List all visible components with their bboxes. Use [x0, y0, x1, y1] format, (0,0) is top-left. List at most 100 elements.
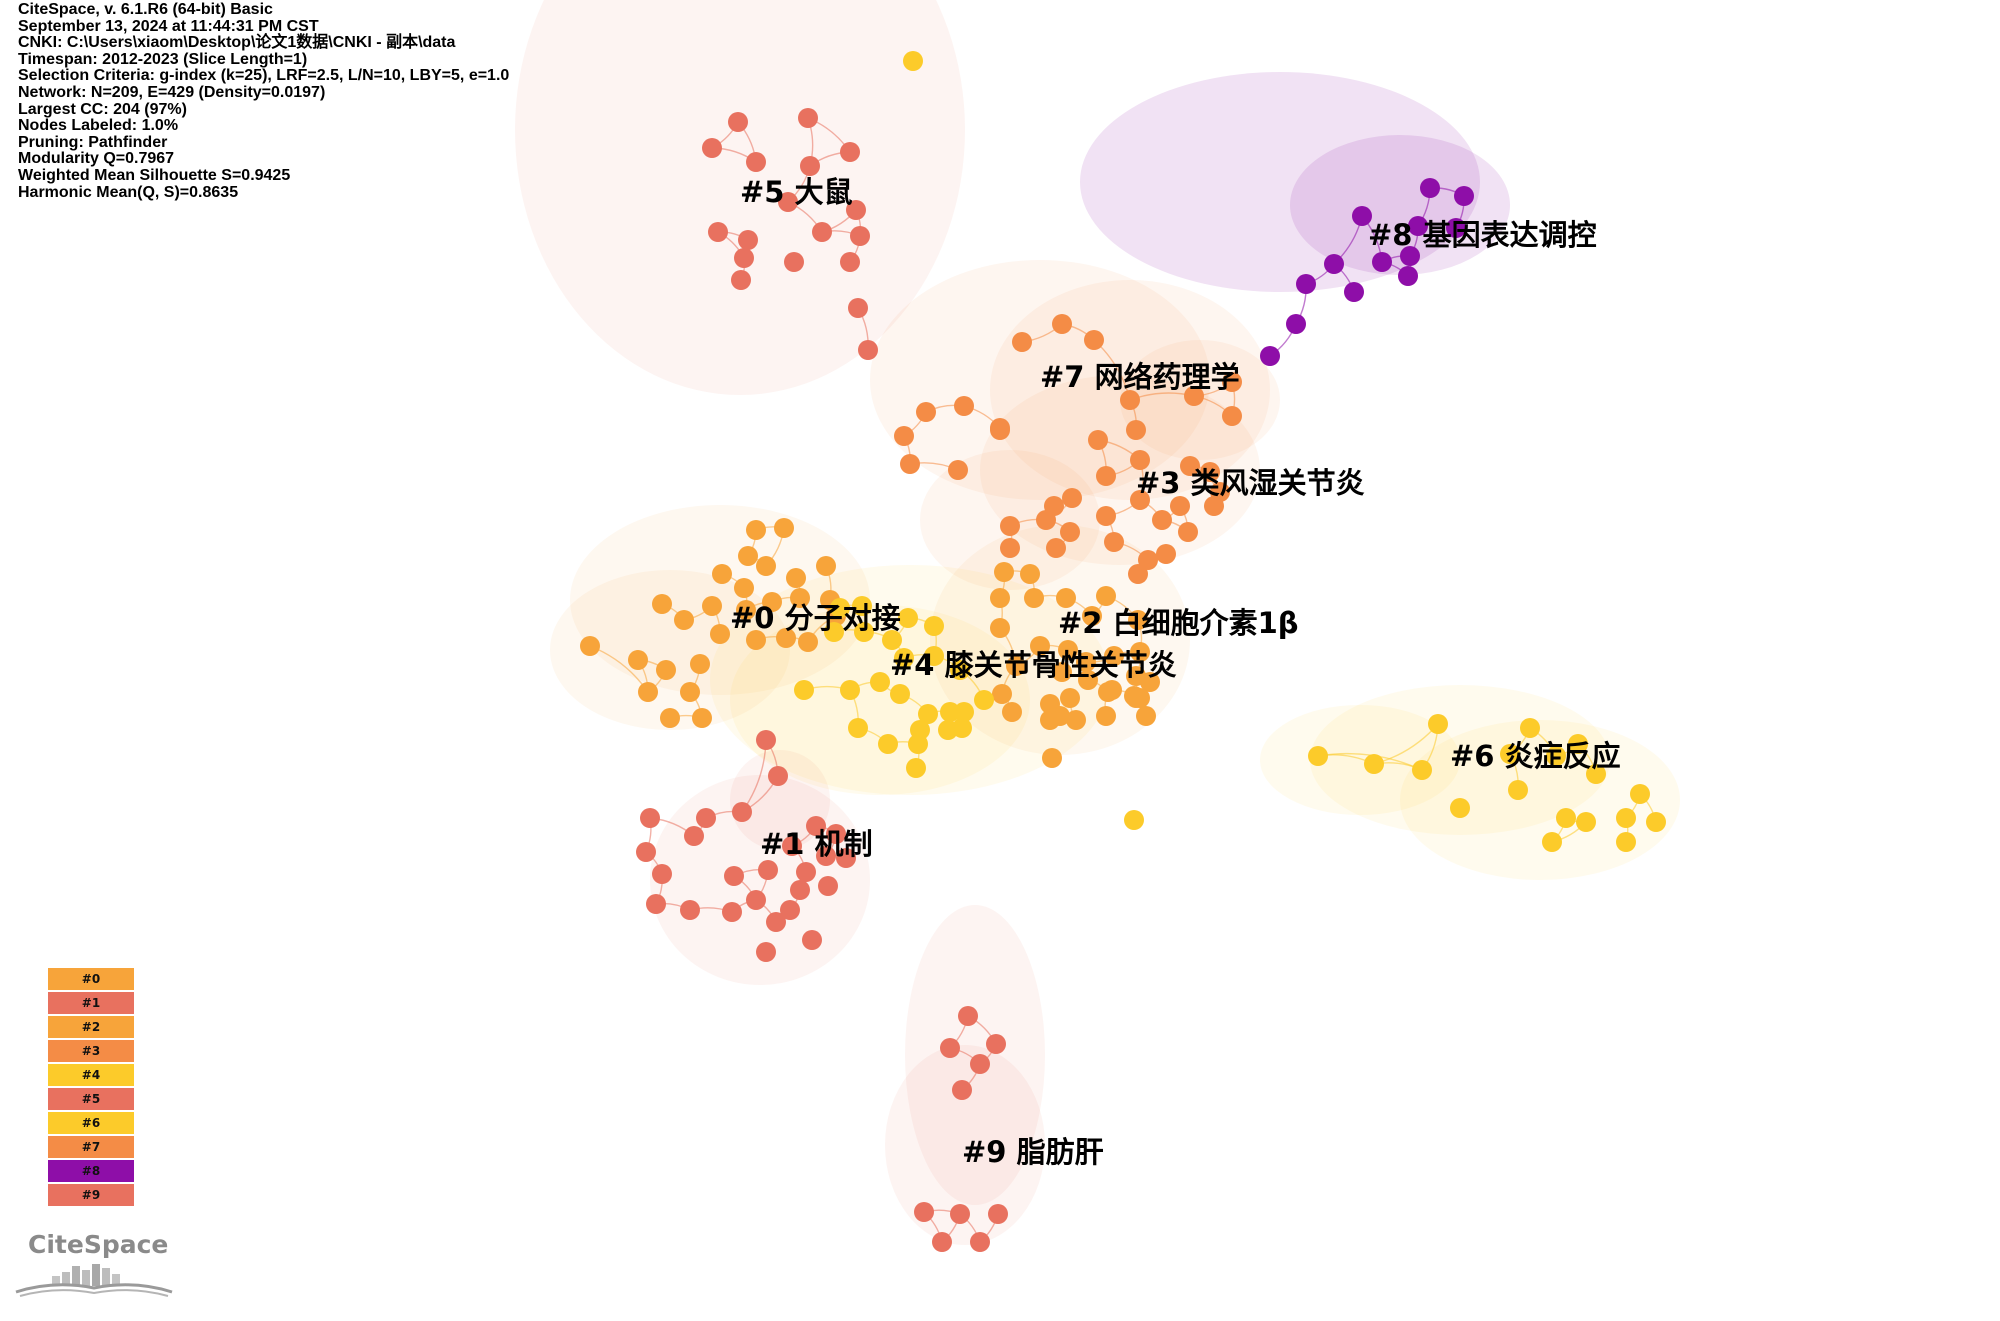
network-node[interactable]: [1096, 466, 1116, 486]
network-node[interactable]: [818, 876, 838, 896]
network-node[interactable]: [940, 1038, 960, 1058]
network-node[interactable]: [762, 592, 782, 612]
network-node[interactable]: [692, 708, 712, 728]
network-node[interactable]: [1204, 496, 1224, 516]
network-node[interactable]: [878, 734, 898, 754]
network-node[interactable]: [890, 684, 910, 704]
network-node[interactable]: [1140, 672, 1160, 692]
network-node[interactable]: [974, 690, 994, 710]
network-node[interactable]: [1020, 564, 1040, 584]
network-node[interactable]: [794, 680, 814, 700]
network-node[interactable]: [684, 826, 704, 846]
network-node[interactable]: [756, 730, 776, 750]
network-node[interactable]: [802, 930, 822, 950]
network-node[interactable]: [1412, 760, 1432, 780]
network-node[interactable]: [1084, 330, 1104, 350]
network-node[interactable]: [908, 734, 928, 754]
network-node[interactable]: [728, 112, 748, 132]
network-node[interactable]: [628, 650, 648, 670]
network-node[interactable]: [638, 682, 658, 702]
network-node[interactable]: [1120, 390, 1140, 410]
network-node[interactable]: [1170, 496, 1190, 516]
network-node[interactable]: [680, 900, 700, 920]
network-node[interactable]: [990, 618, 1010, 638]
network-node[interactable]: [636, 842, 656, 862]
network-node[interactable]: [1508, 780, 1528, 800]
network-node[interactable]: [786, 568, 806, 588]
network-node[interactable]: [950, 1204, 970, 1224]
network-node[interactable]: [1002, 702, 1022, 722]
network-node[interactable]: [1104, 646, 1124, 666]
network-node[interactable]: [952, 1080, 972, 1100]
network-node[interactable]: [848, 718, 868, 738]
network-node[interactable]: [916, 402, 936, 422]
network-node[interactable]: [1130, 642, 1150, 662]
network-node[interactable]: [1052, 314, 1072, 334]
network-node[interactable]: [846, 200, 866, 220]
network-node[interactable]: [900, 454, 920, 474]
network-node[interactable]: [840, 142, 860, 162]
network-node[interactable]: [656, 660, 676, 680]
network-node[interactable]: [800, 156, 820, 176]
network-node[interactable]: [798, 632, 818, 652]
network-node[interactable]: [988, 1204, 1008, 1224]
network-node[interactable]: [776, 628, 796, 648]
network-node[interactable]: [1000, 538, 1020, 558]
network-node[interactable]: [1324, 254, 1344, 274]
network-node[interactable]: [1040, 694, 1060, 714]
network-node[interactable]: [784, 252, 804, 272]
network-node[interactable]: [778, 192, 798, 212]
network-node[interactable]: [1222, 406, 1242, 426]
network-node[interactable]: [646, 894, 666, 914]
network-node[interactable]: [1286, 314, 1306, 334]
network-node[interactable]: [954, 396, 974, 416]
network-node[interactable]: [906, 758, 926, 778]
network-node[interactable]: [1096, 586, 1116, 606]
network-node[interactable]: [798, 108, 818, 128]
network-node[interactable]: [1036, 510, 1056, 530]
network-node[interactable]: [1398, 266, 1418, 286]
network-node[interactable]: [731, 270, 751, 290]
network-node[interactable]: [746, 152, 766, 172]
network-node[interactable]: [1104, 532, 1124, 552]
network-node[interactable]: [746, 520, 766, 540]
network-node[interactable]: [774, 518, 794, 538]
network-node[interactable]: [898, 608, 918, 628]
network-node[interactable]: [1136, 706, 1156, 726]
network-node[interactable]: [950, 660, 970, 680]
network-node[interactable]: [1180, 456, 1200, 476]
network-node[interactable]: [848, 298, 868, 318]
network-node[interactable]: [746, 890, 766, 910]
network-node[interactable]: [940, 702, 960, 722]
network-node[interactable]: [840, 252, 860, 272]
network-node[interactable]: [746, 630, 766, 650]
network-node[interactable]: [790, 880, 810, 900]
network-node[interactable]: [1616, 832, 1636, 852]
network-node[interactable]: [1052, 662, 1072, 682]
network-node[interactable]: [738, 546, 758, 566]
network-node[interactable]: [824, 622, 844, 642]
network-node[interactable]: [1500, 744, 1520, 764]
network-node[interactable]: [1260, 346, 1280, 366]
network-node[interactable]: [812, 222, 832, 242]
network-node[interactable]: [782, 836, 802, 856]
network-node[interactable]: [1308, 746, 1328, 766]
network-node[interactable]: [712, 564, 732, 584]
network-node[interactable]: [854, 622, 874, 642]
network-node[interactable]: [1128, 564, 1148, 584]
network-node[interactable]: [1030, 636, 1050, 656]
network-node[interactable]: [954, 702, 974, 722]
network-node[interactable]: [1126, 420, 1146, 440]
network-node[interactable]: [1024, 588, 1044, 608]
network-node[interactable]: [1408, 216, 1428, 236]
network-node[interactable]: [816, 846, 836, 866]
network-node[interactable]: [894, 648, 914, 668]
network-node[interactable]: [1542, 832, 1562, 852]
network-node[interactable]: [722, 902, 742, 922]
network-node[interactable]: [734, 248, 754, 268]
network-node[interactable]: [652, 594, 672, 614]
network-node[interactable]: [660, 708, 680, 728]
network-node[interactable]: [914, 1202, 934, 1222]
network-node[interactable]: [790, 588, 810, 608]
network-node[interactable]: [986, 1034, 1006, 1054]
